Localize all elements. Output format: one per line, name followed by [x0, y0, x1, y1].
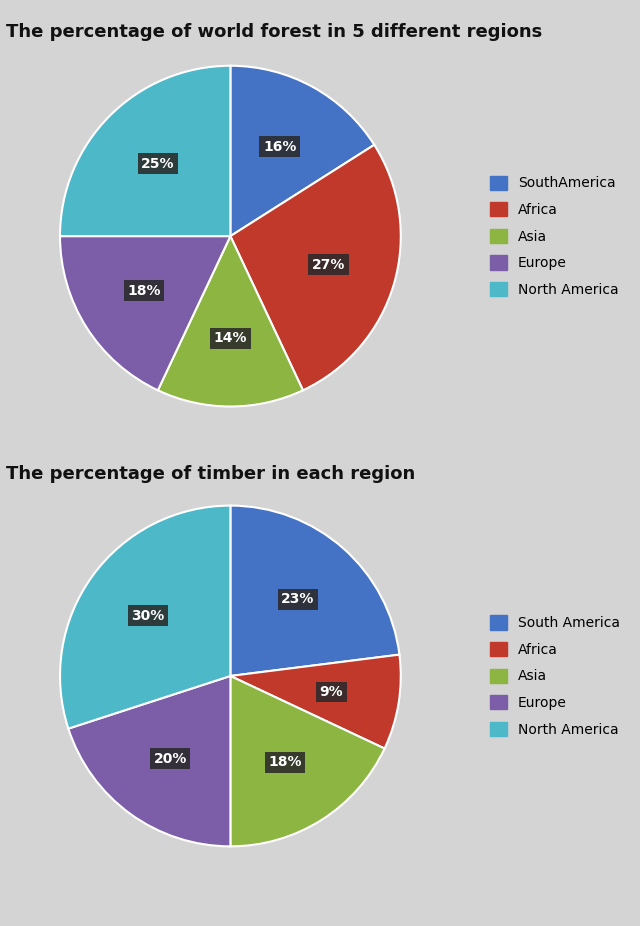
Text: 16%: 16% — [263, 140, 296, 154]
Wedge shape — [230, 655, 401, 748]
Text: 9%: 9% — [319, 685, 343, 699]
Text: The percentage of world forest in 5 different regions: The percentage of world forest in 5 diff… — [6, 23, 543, 41]
Text: 27%: 27% — [312, 257, 345, 271]
Text: 20%: 20% — [154, 752, 187, 766]
Text: 18%: 18% — [268, 756, 302, 770]
Wedge shape — [60, 236, 230, 390]
Wedge shape — [60, 506, 230, 729]
Wedge shape — [230, 676, 385, 846]
Wedge shape — [230, 506, 399, 676]
Text: 14%: 14% — [214, 332, 247, 345]
Text: 30%: 30% — [131, 609, 164, 623]
Text: 18%: 18% — [127, 284, 161, 298]
Legend: South America, Africa, Asia, Europe, North America: South America, Africa, Asia, Europe, Nor… — [484, 610, 625, 742]
Wedge shape — [60, 66, 230, 236]
Wedge shape — [230, 66, 374, 236]
Legend: SouthAmerica, Africa, Asia, Europe, North America: SouthAmerica, Africa, Asia, Europe, Nort… — [484, 170, 624, 302]
Wedge shape — [158, 236, 303, 407]
Text: The percentage of timber in each region: The percentage of timber in each region — [6, 465, 415, 482]
Wedge shape — [230, 144, 401, 390]
Wedge shape — [68, 676, 230, 846]
Text: 23%: 23% — [282, 593, 315, 607]
Text: 25%: 25% — [141, 156, 175, 170]
